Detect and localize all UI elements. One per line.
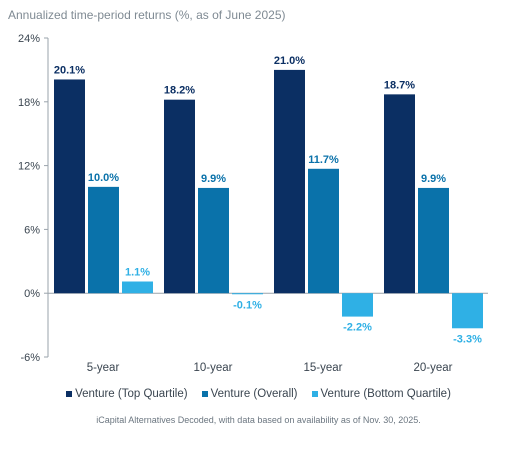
x-tick-label: 5-year	[87, 362, 120, 374]
bar	[164, 99, 195, 294]
bar	[122, 281, 153, 294]
legend-swatch-top-quartile	[66, 391, 73, 397]
data-label: 20.1%	[54, 64, 85, 76]
data-label: 21.0%	[274, 55, 305, 67]
data-label: 1.1%	[125, 267, 150, 279]
y-tick-label: 6%	[24, 224, 40, 236]
bar	[88, 186, 119, 294]
bar	[232, 293, 263, 295]
legend-label-overall: Venture (Overall)	[210, 388, 298, 400]
data-label: 9.9%	[201, 173, 226, 185]
x-tick-label: 20-year	[414, 362, 453, 374]
bar	[198, 187, 229, 294]
legend-item-top-quartile: Venture (Top Quartile)	[66, 388, 188, 400]
y-tick-label: 24%	[18, 33, 40, 45]
x-tick-label: 10-year	[194, 362, 233, 374]
legend-label-bottom-quartile: Venture (Bottom Quartile)	[320, 388, 451, 400]
bar	[342, 293, 373, 317]
legend-item-bottom-quartile: Venture (Bottom Quartile)	[311, 388, 451, 400]
legend: Venture (Top Quartile) Venture (Overall)…	[0, 388, 517, 400]
bar	[384, 94, 415, 294]
data-label: 10.0%	[88, 172, 119, 184]
data-label: 11.7%	[308, 154, 339, 166]
bar	[54, 79, 85, 294]
source-note: iCapital Alternatives Decoded, with data…	[96, 415, 421, 425]
legend-swatch-overall	[201, 391, 208, 397]
bar	[418, 187, 449, 294]
y-tick-label: 12%	[18, 161, 40, 173]
y-tick-label: 0%	[24, 288, 40, 300]
legend-label-top-quartile: Venture (Top Quartile)	[75, 388, 188, 400]
legend-item-overall: Venture (Overall)	[201, 388, 298, 400]
chart-title: Annualized time-period returns (%, as of…	[8, 8, 286, 22]
data-label: 18.7%	[384, 79, 415, 91]
data-label: -2.2%	[343, 322, 372, 334]
y-tick-label: -6%	[20, 352, 40, 364]
bar	[308, 168, 339, 294]
x-tick-label: 15-year	[304, 362, 343, 374]
data-label: 18.2%	[164, 85, 195, 97]
legend-swatch-bottom-quartile	[311, 391, 318, 397]
bar	[452, 293, 483, 329]
bar-chart: 24% 18% 12% 6% 0% -6% 20.1% 10.0% 1.1% 5-year 18.2…	[18, 33, 488, 374]
data-label: -0.1%	[233, 299, 262, 311]
bar	[274, 69, 305, 294]
data-label: -3.3%	[453, 333, 482, 345]
y-tick-label: 18%	[18, 97, 40, 109]
data-label: 9.9%	[421, 173, 446, 185]
